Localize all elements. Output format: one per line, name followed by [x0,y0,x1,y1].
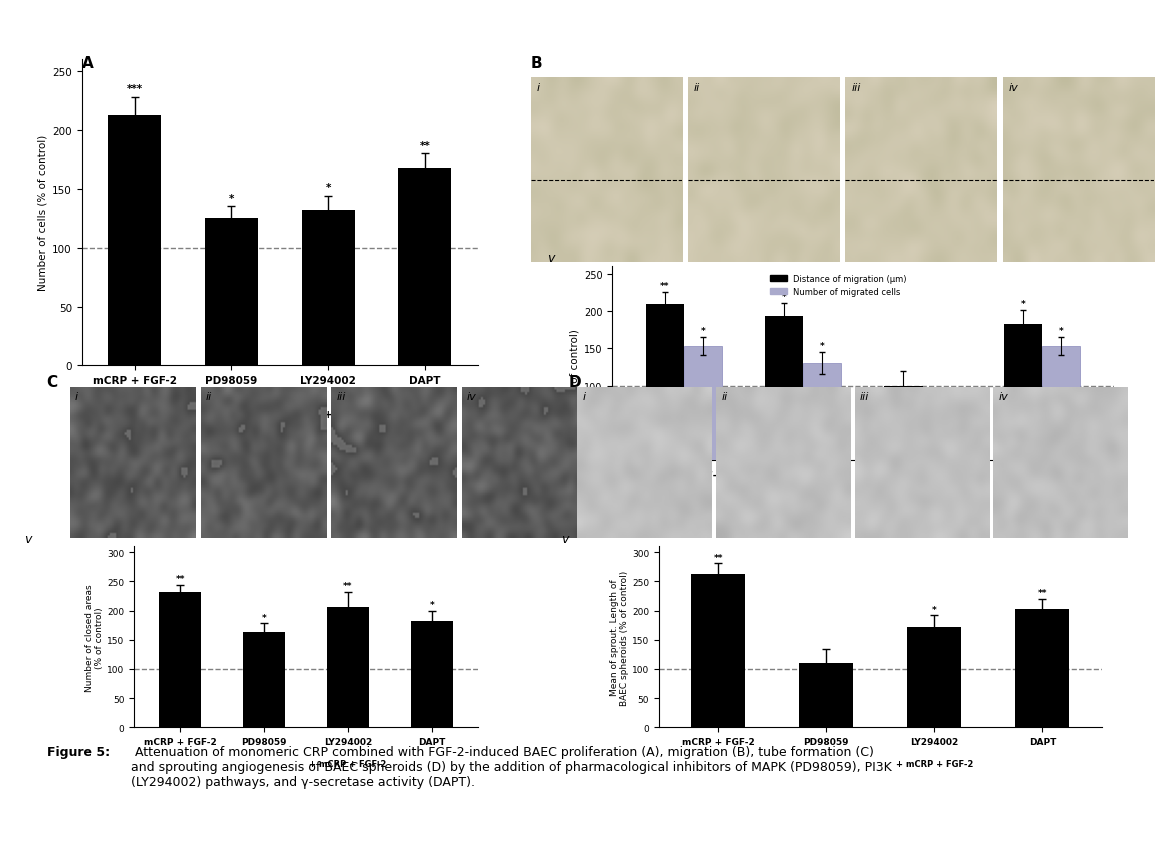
Bar [1042,347,1080,461]
Text: *: * [1059,326,1063,336]
Text: D: D [569,375,582,389]
Bar [160,592,202,728]
Text: ***: *** [127,84,143,95]
Text: i: i [536,83,540,93]
Bar [108,115,161,366]
Text: **: ** [660,282,669,291]
Y-axis label: Number of closed areas
(% of control): Number of closed areas (% of control) [85,584,104,691]
Text: *: * [701,326,705,336]
Bar [399,169,451,366]
Text: **: ** [420,141,430,151]
Bar [326,607,368,728]
Text: + mCRP + FGF-2: + mCRP + FGF-2 [309,759,387,768]
Text: **: ** [714,553,723,562]
Bar [244,633,286,728]
Bar [205,219,258,366]
Bar [683,347,722,461]
Text: **: ** [175,574,185,584]
Y-axis label: (% of control): (% of control) [570,328,580,400]
Text: B: B [531,56,542,71]
Text: **: ** [343,581,353,591]
Text: **: ** [1038,588,1047,598]
Bar [765,317,803,461]
Bar [907,627,962,728]
Y-axis label: Mean of sprout. Length of
BAEC spheroids (% of control): Mean of sprout. Length of BAEC spheroids… [610,570,628,704]
Bar [410,622,452,728]
Text: ii: ii [722,392,728,402]
Bar [302,211,354,366]
Text: *: * [229,194,234,204]
Text: + mCRP + FGF-2: + mCRP + FGF-2 [895,759,974,768]
Bar [922,422,961,461]
Text: *: * [1020,300,1025,308]
Text: C: C [47,375,58,389]
Bar [691,574,745,728]
Text: *: * [429,600,434,609]
Text: *: * [325,183,331,193]
Text: iii: iii [336,392,345,402]
Text: i: i [75,392,78,402]
Text: *: * [820,341,824,350]
Bar [799,663,854,728]
Text: A: A [82,56,93,71]
Text: Attenuation of monomeric CRP combined with FGF-2-induced BAEC proliferation (A),: Attenuation of monomeric CRP combined wi… [131,745,891,788]
Legend: Distance of migration (μm), Number of migrated cells: Distance of migration (μm), Number of mi… [767,271,911,300]
Text: v: v [24,532,31,545]
Text: ii: ii [205,392,212,402]
Text: iv: iv [466,392,477,402]
Text: iv: iv [999,392,1009,402]
Text: *: * [261,613,267,622]
Text: v: v [561,532,569,545]
Bar [1016,610,1069,728]
Bar [803,363,842,461]
Text: mCRP + FGF-2: mCRP + FGF-2 [886,491,958,499]
Text: iv: iv [1009,83,1019,93]
Text: v: v [547,251,554,264]
Text: iii: iii [851,83,861,93]
Bar [884,386,922,461]
Text: mCRP + FGF-2: mCRP + FGF-2 [289,410,367,419]
Text: i: i [583,392,585,402]
Text: iii: iii [861,392,870,402]
Bar [1004,325,1042,461]
Text: ii: ii [694,83,701,93]
Text: *: * [932,604,936,614]
Y-axis label: Number of cells (% of control): Number of cells (% of control) [38,135,48,291]
Text: Figure 5:: Figure 5: [47,745,110,758]
Bar [646,304,683,461]
Text: *: * [781,292,786,301]
